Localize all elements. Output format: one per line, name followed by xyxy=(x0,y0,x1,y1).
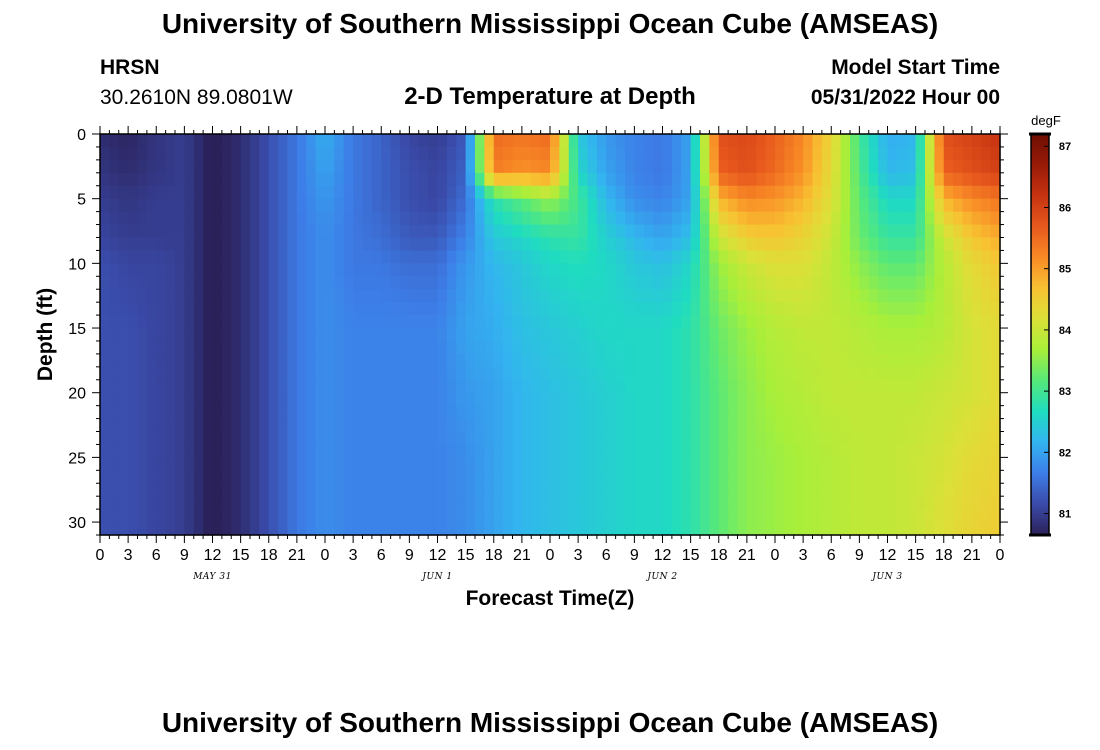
x-tick-label: 3 xyxy=(349,547,358,564)
heatmap xyxy=(100,134,1001,536)
x-tick-label: 6 xyxy=(377,547,386,564)
x-tick-label: 9 xyxy=(855,547,864,564)
colorbar-tick-label: 81 xyxy=(1059,509,1071,521)
y-tick-label: 0 xyxy=(77,127,86,144)
x-tick-label: 21 xyxy=(738,547,756,564)
x-tick-label: 12 xyxy=(879,547,897,564)
x-tick-label: 0 xyxy=(96,547,105,564)
page-title-bottom: University of Southern Mississippi Ocean… xyxy=(161,707,939,738)
x-tick-label: 21 xyxy=(513,547,531,564)
x-tick-label: 3 xyxy=(799,547,808,564)
y-axis-label: Depth (ft) xyxy=(34,288,57,381)
page-title: University of Southern Mississippi Ocean… xyxy=(161,8,939,39)
x-date-label: JUN 1 xyxy=(420,572,452,582)
colorbar-tick-label: 87 xyxy=(1059,141,1071,153)
x-tick-label: 15 xyxy=(907,547,925,564)
x-tick-label: 3 xyxy=(124,547,133,564)
model-start-label: Model Start Time xyxy=(831,56,1000,79)
x-tick-label: 6 xyxy=(152,547,161,564)
x-tick-label: 15 xyxy=(682,547,700,564)
x-tick-label: 6 xyxy=(827,547,836,564)
x-tick-label: 21 xyxy=(963,547,981,564)
y-tick-label: 25 xyxy=(68,450,86,467)
x-axis-label: Forecast Time(Z) xyxy=(466,587,635,610)
x-tick-label: 6 xyxy=(602,547,611,564)
x-tick-label: 12 xyxy=(429,547,447,564)
x-tick-label: 18 xyxy=(935,547,953,564)
x-tick-label: 12 xyxy=(654,547,672,564)
colorbar-scale xyxy=(1030,133,1050,536)
y-axis: 0 5 10 15 20 25 30 xyxy=(68,127,1008,536)
y-tick-label: 10 xyxy=(68,256,86,273)
x-tick-label: 0 xyxy=(771,547,780,564)
colorbar-tick-label: 85 xyxy=(1059,264,1071,276)
model-start-value: 05/31/2022 Hour 00 xyxy=(810,86,1000,109)
x-tick-label: 18 xyxy=(260,547,278,564)
y-tick-label: 5 xyxy=(77,192,86,209)
x-tick-label: 18 xyxy=(485,547,503,564)
y-tick-label: 30 xyxy=(68,515,86,532)
x-tick-label: 0 xyxy=(321,547,330,564)
x-tick-label: 12 xyxy=(204,547,222,564)
x-tick-label: 21 xyxy=(288,547,306,564)
x-tick-label: 18 xyxy=(710,547,728,564)
y-tick-label: 20 xyxy=(68,386,86,403)
x-date-label: JUN 3 xyxy=(870,572,902,582)
colorbar-unit: degF xyxy=(1031,113,1061,128)
x-tick-label: 15 xyxy=(457,547,475,564)
x-tick-label: 9 xyxy=(180,547,189,564)
colorbar: 81 82 83 84 85 86 87 xyxy=(1029,132,1072,537)
temperature-depth-chart: 0 3 6 9 12 15 18 21 0 3 6 9 12 15 18 21 0 3 6 9 12 15 18 21 0 3 6 9… xyxy=(34,113,1072,610)
colorbar-tick-label: 84 xyxy=(1059,325,1072,337)
station-coords: 30.2610N 89.0801W xyxy=(100,86,293,109)
x-date-label: JUN 2 xyxy=(645,572,677,582)
x-tick-label: 9 xyxy=(405,547,414,564)
x-tick-label: 15 xyxy=(232,547,250,564)
x-date-label: MAY 31 xyxy=(192,572,232,582)
y-tick-label: 15 xyxy=(68,321,86,338)
x-axis: 0 3 6 9 12 15 18 21 0 3 6 9 12 15 18 21 0 3 6 9 12 15 18 21 0 3 6 9… xyxy=(96,126,1005,582)
colorbar-tick-label: 82 xyxy=(1059,447,1071,459)
station-name: HRSN xyxy=(100,56,160,79)
chart-title: 2-D Temperature at Depth xyxy=(404,83,696,110)
colorbar-tick-label: 86 xyxy=(1059,202,1071,214)
x-tick-label: 3 xyxy=(574,547,583,564)
x-tick-label: 9 xyxy=(630,547,639,564)
colorbar-tick-label: 83 xyxy=(1059,386,1071,398)
x-tick-label: 0 xyxy=(546,547,555,564)
x-tick-label: 0 xyxy=(996,547,1005,564)
